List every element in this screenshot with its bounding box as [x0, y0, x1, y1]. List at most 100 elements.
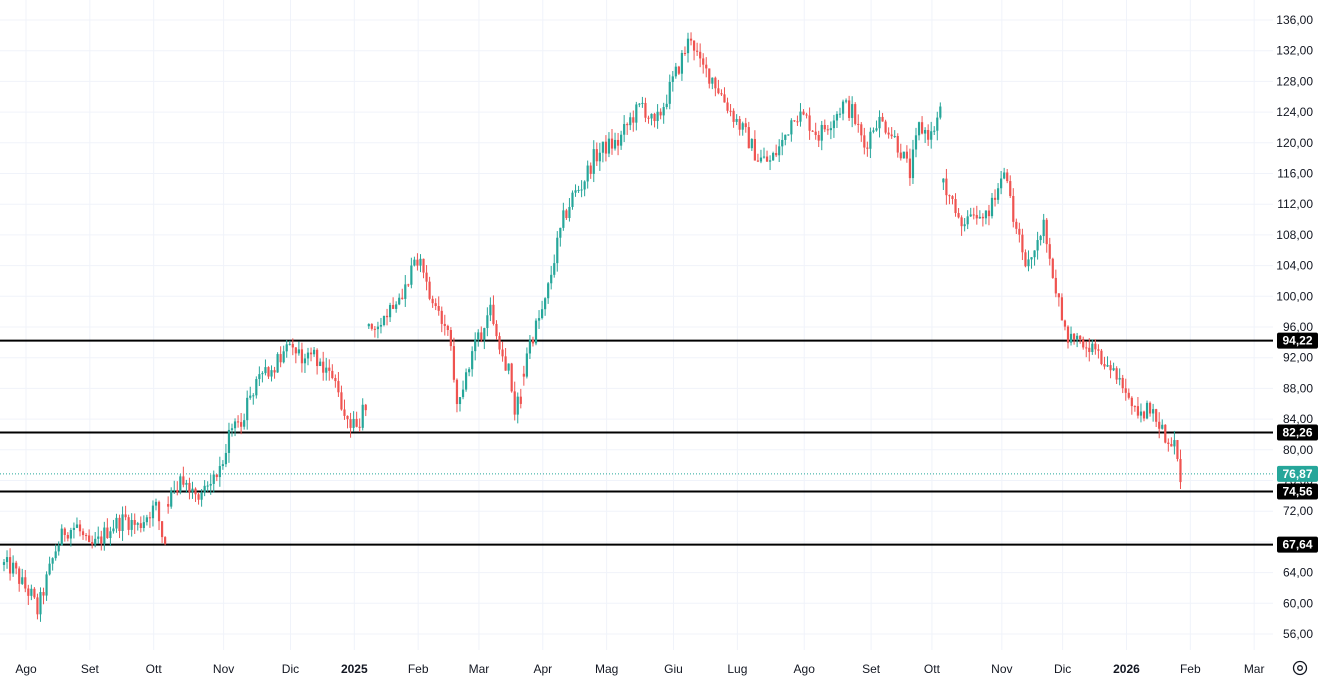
- candle-body: [1076, 335, 1079, 340]
- candle-body: [765, 156, 769, 162]
- candle-body: [407, 284, 410, 286]
- candle-body: [1054, 277, 1057, 294]
- candle-body: [613, 139, 617, 149]
- price-badge-label: 76,87: [1282, 467, 1312, 481]
- x-tick-label: Mar: [1244, 662, 1265, 676]
- candle-body: [510, 363, 513, 392]
- candle-body: [452, 346, 456, 380]
- candle-body: [641, 102, 644, 104]
- candle-body: [778, 146, 781, 156]
- candle-body: [1155, 409, 1158, 422]
- candle-body: [388, 304, 392, 318]
- candle-body: [1176, 440, 1179, 460]
- candle-body: [577, 189, 580, 191]
- y-tick-label: 112,00: [1277, 197, 1313, 211]
- candle-body: [121, 514, 124, 531]
- candle-body: [504, 356, 507, 371]
- x-tick-label: Lug: [727, 662, 747, 676]
- candle-body: [723, 94, 726, 103]
- candle-body: [768, 160, 772, 162]
- x-tick-label: Nov: [991, 662, 1012, 676]
- candle-body: [531, 339, 535, 344]
- candle-body: [1039, 236, 1042, 241]
- candle-body: [692, 40, 696, 51]
- candle-body: [401, 297, 404, 299]
- x-tick-label: Ago: [15, 662, 37, 676]
- candle-body: [984, 210, 988, 219]
- candle-body: [616, 139, 620, 146]
- candle-body: [960, 217, 963, 227]
- candle-body: [629, 117, 632, 126]
- price-badge: [1277, 465, 1318, 482]
- candle-body: [741, 123, 744, 130]
- candle-body: [224, 452, 228, 465]
- candle-body: [1094, 343, 1097, 350]
- candle-body: [498, 336, 501, 350]
- candle-body: [1066, 326, 1070, 343]
- candle-body: [240, 422, 243, 427]
- candle-body: [334, 377, 337, 382]
- candle-body: [261, 373, 264, 375]
- candle-body: [236, 421, 240, 423]
- candle-body: [896, 136, 899, 153]
- candle-body: [358, 426, 361, 428]
- candle-body: [164, 537, 167, 544]
- settings-button[interactable]: [1292, 660, 1308, 676]
- candle-body: [322, 361, 325, 373]
- candle-body: [750, 138, 753, 149]
- candle-body: [620, 134, 623, 146]
- candle-body: [893, 136, 896, 138]
- candle-body: [525, 353, 528, 377]
- candle-body: [410, 265, 413, 285]
- candle-body: [696, 50, 699, 52]
- candle-body: [908, 158, 912, 179]
- candle-body: [553, 263, 556, 275]
- candle-body: [1142, 411, 1146, 419]
- candle-body: [12, 562, 15, 574]
- x-axis[interactable]: Ago Set Ott Nov Dic 2025 Feb Mar Apr Mag Giu Lug Ago…: [15, 662, 1264, 676]
- candle-body: [2, 562, 6, 565]
- candle-body: [1048, 244, 1051, 259]
- candle-body: [735, 118, 738, 122]
- candle-body: [1164, 424, 1167, 443]
- candle-body: [1033, 250, 1036, 258]
- candle-body: [1139, 411, 1143, 416]
- y-tick-label: 124,00: [1276, 105, 1313, 119]
- price-badge-label: 74,56: [1282, 485, 1312, 499]
- candle-body: [151, 505, 155, 519]
- candle-body: [45, 574, 48, 596]
- candle-body: [361, 404, 364, 428]
- candle-body: [966, 216, 969, 225]
- candle-body: [78, 524, 82, 532]
- candle-body: [787, 134, 790, 136]
- candle-body: [933, 130, 936, 132]
- candle-body: [1060, 297, 1064, 321]
- candle-body: [130, 520, 133, 530]
- candle-body: [337, 381, 340, 393]
- candle-body: [1018, 228, 1021, 235]
- price-badge: [1277, 536, 1318, 553]
- candle-body: [249, 395, 252, 398]
- candle-body: [200, 492, 203, 500]
- candle-body: [349, 419, 352, 428]
- candle-body: [1106, 365, 1109, 367]
- candle-body: [632, 117, 635, 123]
- candle-body: [811, 130, 814, 132]
- candle-body: [1069, 333, 1073, 343]
- candle-body: [1072, 333, 1076, 340]
- candle-body: [729, 110, 732, 112]
- candle-body: [911, 149, 915, 179]
- candle-body: [206, 485, 209, 487]
- candle-body: [1000, 178, 1003, 189]
- candle-body: [702, 58, 705, 65]
- candle-body: [626, 124, 629, 126]
- candle-body: [829, 128, 832, 131]
- y-tick-label: 80,00: [1283, 443, 1313, 457]
- candle-body: [1021, 234, 1024, 253]
- candle-body: [398, 297, 401, 305]
- candle-body: [1012, 195, 1015, 222]
- y-tick-label: 104,00: [1276, 259, 1313, 273]
- candle-body: [562, 210, 565, 228]
- candle-body: [367, 324, 370, 327]
